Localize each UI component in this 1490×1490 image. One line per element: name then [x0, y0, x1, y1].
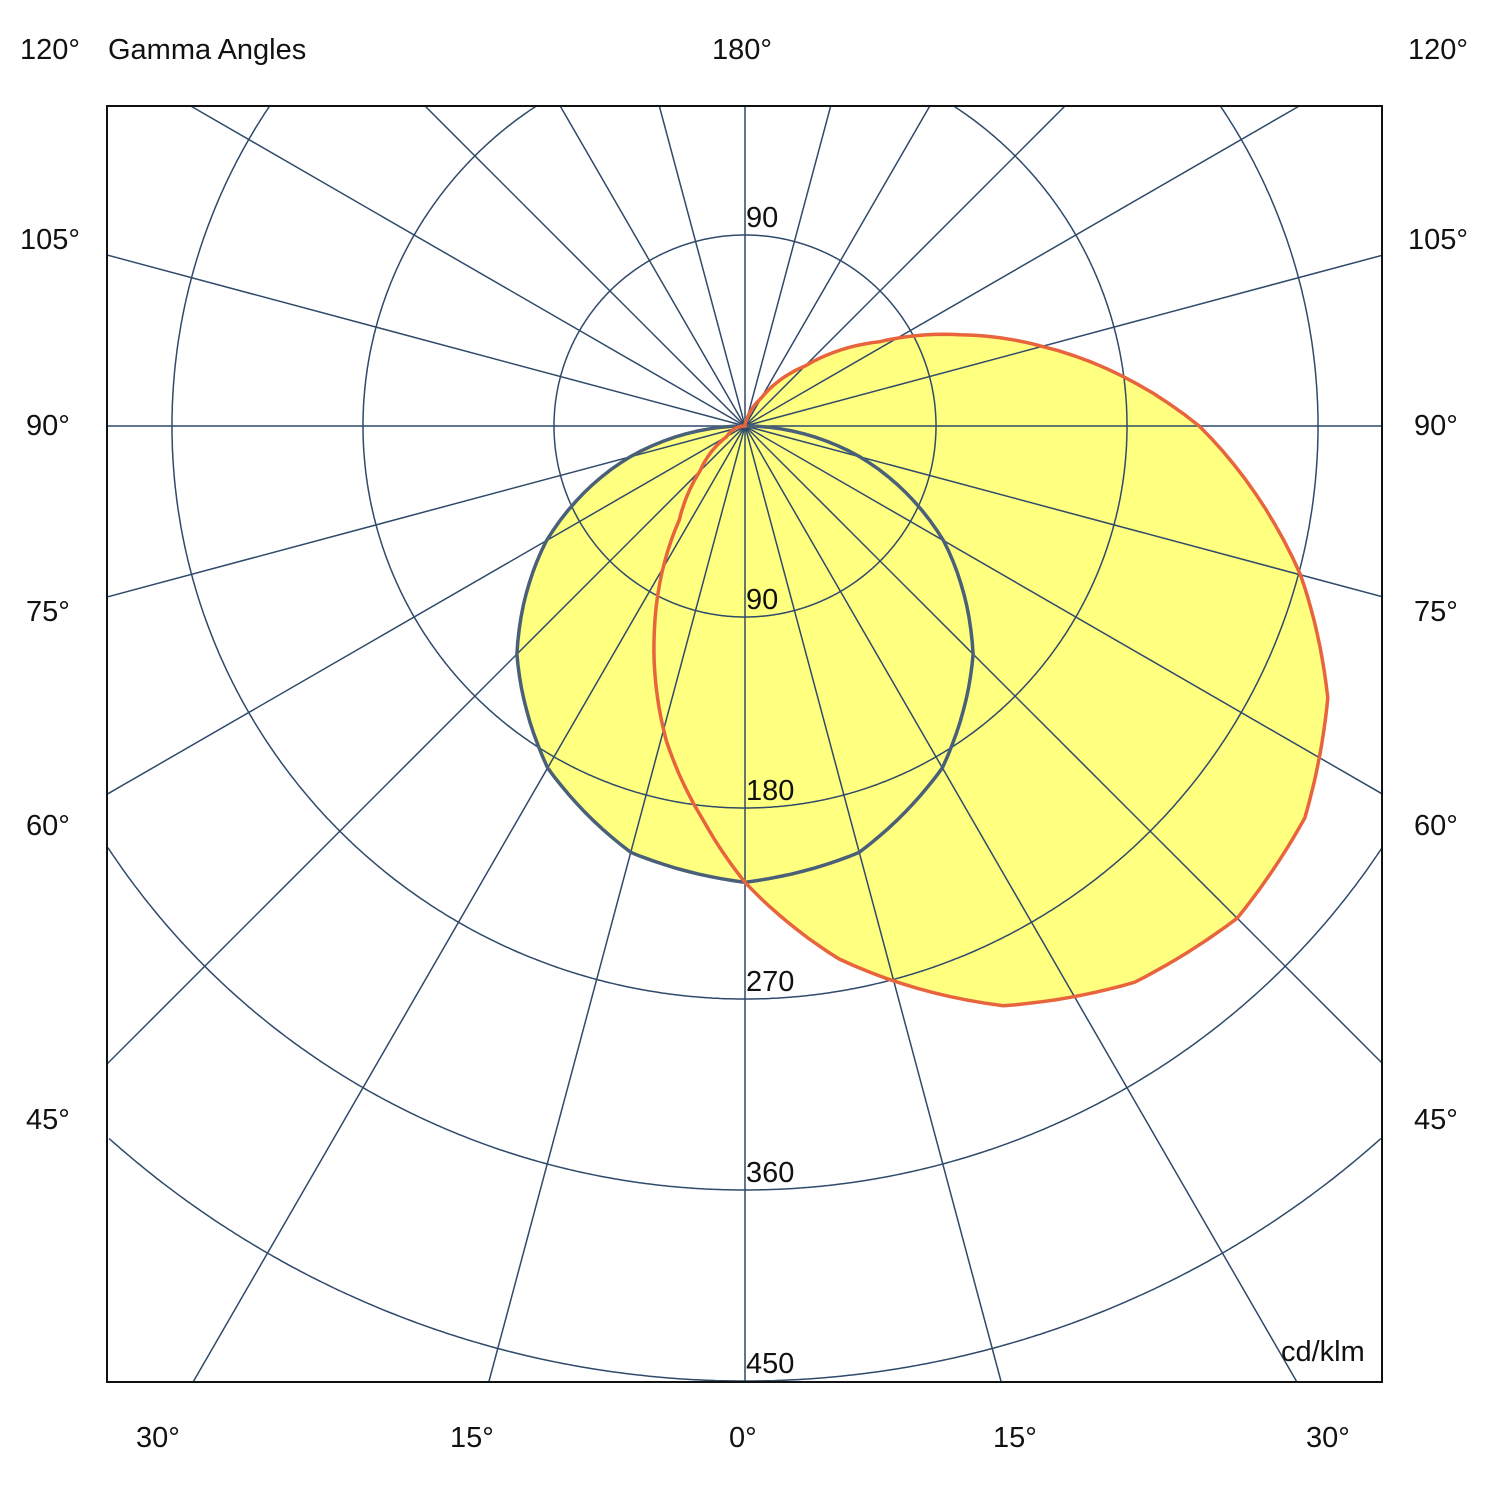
radial-tick-label: 90 [746, 584, 778, 616]
intensity-curve [652, 332, 1330, 1008]
angle-label-left: 75° [26, 596, 70, 628]
angle-label-left: 90° [26, 410, 70, 442]
angle-label-bottom: 0° [729, 1422, 757, 1454]
angle-label-left: 60° [26, 810, 70, 842]
angle-label-bottom: 30° [1306, 1422, 1350, 1454]
grid-spoke [744, 425, 1382, 795]
angle-label-top-left: 120° [20, 34, 80, 66]
angle-label-right: 60° [1414, 810, 1458, 842]
grid-spoke [107, 425, 746, 598]
grid-spoke [744, 106, 931, 427]
angle-label-left: 45° [26, 1104, 70, 1136]
unit-label: cd/klm [1281, 1336, 1365, 1368]
angle-label-bottom: 15° [450, 1422, 494, 1454]
angle-label-right: 45° [1414, 1104, 1458, 1136]
intensity-fill [653, 334, 1328, 1006]
grid-spoke [744, 106, 832, 427]
grid-spoke [744, 425, 1298, 1382]
radial-tick-label: 270 [746, 966, 794, 998]
grid-spoke [192, 425, 746, 1382]
grid-spoke [744, 425, 1382, 598]
grid-spoke [107, 425, 746, 795]
grid-spoke [744, 106, 1066, 427]
radial-tick-label: 180 [746, 775, 794, 807]
radial-tick-label: 90 [746, 202, 778, 234]
grid-spoke [190, 106, 746, 427]
grid-spoke [107, 425, 746, 1065]
grid-ring [107, 847, 1382, 1191]
plot-frame [106, 105, 1383, 1383]
angle-label-right: 105° [1408, 224, 1468, 256]
angle-label-bottom: 15° [993, 1422, 1037, 1454]
angle-label-top-center: 180° [712, 34, 772, 66]
angle-label-left: 105° [20, 224, 80, 256]
grid-ring [108, 1137, 1382, 1382]
angle-label-right: 90° [1414, 410, 1458, 442]
grid-spoke [744, 106, 1300, 427]
radial-tick-label: 450 [746, 1348, 794, 1380]
angle-label-bottom: 30° [136, 1422, 180, 1454]
grid-spoke [744, 425, 1002, 1382]
grid-spoke [559, 106, 746, 427]
grid-spoke [658, 106, 746, 427]
grid-spoke [107, 254, 746, 427]
radial-tick-label: 360 [746, 1157, 794, 1189]
grid-ring [171, 106, 1319, 1000]
angle-label-top-right: 120° [1408, 34, 1468, 66]
grid-ring [362, 106, 1128, 809]
angle-label-right: 75° [1414, 596, 1458, 628]
grid-spoke [424, 106, 746, 427]
grid-spoke [744, 425, 1382, 1064]
grid-spoke [744, 254, 1382, 427]
grid-spoke [488, 425, 746, 1382]
chart-title: Gamma Angles [108, 34, 307, 66]
